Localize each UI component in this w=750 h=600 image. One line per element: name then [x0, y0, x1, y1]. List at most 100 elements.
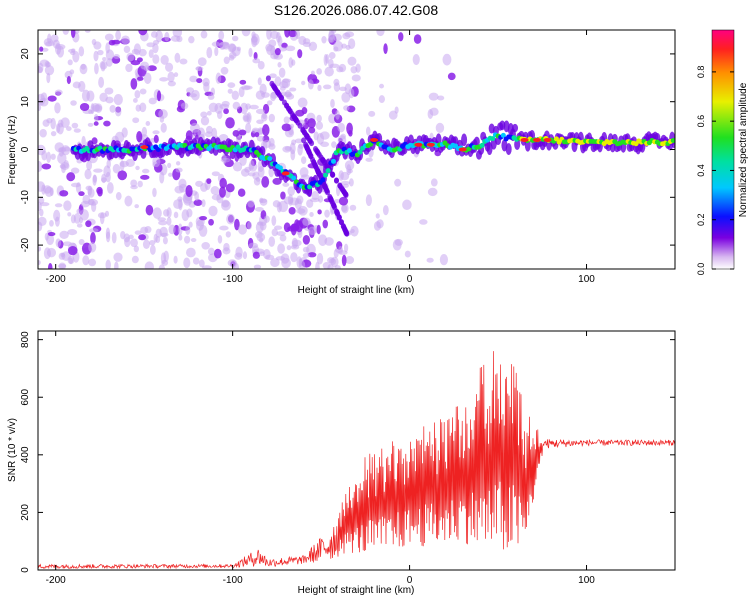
snr-x-ticks: -200 -100 0 100 — [46, 331, 595, 586]
heatmap-noise-blob — [245, 122, 252, 134]
heatmap-noise-blob — [294, 198, 302, 210]
heatmap-peak-cell — [532, 137, 541, 142]
heatmap-noise-blob — [319, 131, 330, 140]
heatmap-noise-blob — [50, 34, 59, 43]
heatmap-noise-blob — [318, 234, 328, 247]
heatmap-noise-blob — [284, 90, 292, 98]
heatmap-streak-blob — [337, 183, 343, 190]
heatmap-noise-blob — [146, 42, 156, 48]
heatmap-noise-blob — [183, 235, 191, 244]
heatmap-noise-blob — [268, 236, 276, 247]
heatmap-noise-blob — [316, 253, 324, 265]
heatmap-noise-blob — [343, 105, 350, 111]
heatmap-noise-blob — [72, 51, 80, 63]
heatmap-y-ticks: -20 -10 0 10 20 — [20, 48, 675, 252]
heatmap-noise-blob — [168, 172, 173, 177]
heatmap-noise-blob — [40, 92, 48, 102]
heatmap-noise-blob — [121, 35, 130, 45]
heatmap-noise-blob — [126, 52, 135, 62]
heatmap-noise-blob — [274, 76, 282, 87]
heatmap-streak-blob — [292, 114, 298, 121]
heatmap-noise-blob — [190, 122, 200, 133]
heatmap-noise-blob — [258, 251, 265, 257]
heatmap-noise-blob — [201, 199, 206, 208]
heatmap-noise-blob — [149, 244, 156, 255]
heatmap-halo-blob — [461, 133, 468, 147]
heatmap-noise-blob — [185, 185, 193, 198]
heatmap-xtick-label: -200 — [46, 274, 66, 285]
heatmap-noise-blob — [206, 46, 213, 59]
heatmap-noise-blob — [143, 65, 150, 72]
heatmap-noise-blob — [307, 118, 316, 129]
heatmap-ytick-label: -20 — [20, 237, 31, 252]
heatmap-noise-blob — [144, 226, 152, 234]
heatmap-noise-blob — [41, 150, 48, 161]
heatmap-noise-blob — [160, 122, 167, 133]
heatmap-xlabel: Height of straight line (km) — [298, 285, 415, 296]
heatmap-noise-blob — [87, 198, 95, 206]
heatmap-noise-blob — [186, 87, 195, 94]
heatmap-noise-blob — [232, 101, 241, 110]
heatmap-noise-blob — [327, 264, 334, 269]
heatmap-noise-blob — [274, 48, 281, 56]
heatmap-noise-blob — [290, 252, 298, 263]
heatmap-noise-blob — [130, 78, 138, 90]
heatmap-noise-blob — [322, 84, 332, 90]
heatmap-noise-blob — [238, 86, 245, 98]
heatmap-noise-blob — [79, 209, 89, 221]
heatmap-noise-blob — [139, 88, 147, 95]
heatmap-noise-blob — [70, 167, 80, 174]
heatmap-noise-blob — [93, 114, 99, 122]
heatmap-noise-blob — [140, 174, 150, 180]
heatmap-noise-blob — [308, 126, 316, 134]
heatmap-noise-blob — [106, 159, 111, 169]
heatmap-noise-blob — [309, 211, 314, 217]
heatmap-noise-blob — [136, 131, 143, 143]
heatmap-noise-blob — [38, 197, 45, 204]
heatmap-noise-blob — [247, 200, 255, 208]
heatmap-noise-blob — [199, 215, 208, 221]
heatmap-noise-blob — [222, 247, 231, 255]
heatmap-ridge-cell — [479, 142, 485, 148]
heatmap-noise-blob — [265, 43, 273, 52]
snr-series-line — [38, 351, 675, 570]
heatmap-noise-blob — [159, 77, 169, 82]
heatmap-noise-blob — [280, 191, 286, 200]
heatmap-noise-blob — [38, 65, 43, 74]
heatmap-noise-blob — [307, 226, 317, 236]
heatmap-noise-blob — [349, 204, 357, 211]
heatmap-noise-blob — [269, 73, 277, 79]
heatmap-noise-blob — [91, 38, 97, 46]
heatmap-ridge-cell — [466, 146, 472, 152]
heatmap-noise-blob — [79, 103, 90, 111]
heatmap-noise-blob — [143, 72, 152, 84]
heatmap-noise-blob — [163, 250, 169, 262]
heatmap-noise-blob — [298, 205, 308, 216]
heatmap-noise-blob — [59, 163, 66, 169]
heatmap-noise-blob — [412, 53, 420, 66]
heatmap-noise-blob — [196, 66, 202, 71]
heatmap-noise-blob — [278, 67, 286, 78]
heatmap-noise-blob — [166, 217, 172, 226]
heatmap-noise-blob — [103, 120, 111, 127]
heatmap-noise-blob — [336, 66, 344, 73]
heatmap-noise-blob — [138, 234, 147, 241]
heatmap-noise-blob — [256, 135, 265, 142]
heatmap-noise-blob — [378, 95, 385, 104]
heatmap-streak-blob — [331, 202, 337, 209]
heatmap-noise-blob — [208, 102, 219, 113]
heatmap-noise-blob — [316, 114, 322, 123]
heatmap-noise-blob — [321, 36, 327, 44]
heatmap-noise-blob — [94, 62, 99, 75]
heatmap-noise-blob — [279, 234, 287, 242]
heatmap-noise-blob — [144, 261, 154, 269]
heatmap-streak-blob — [341, 188, 347, 195]
heatmap-noise-blob — [268, 113, 276, 123]
heatmap-noise-blob — [219, 177, 227, 189]
heatmap-noise-blob — [299, 167, 309, 178]
heatmap-noise-blob — [311, 191, 319, 201]
heatmap-noise-blob — [286, 245, 292, 251]
heatmap-noise-blob — [54, 102, 61, 114]
heatmap-ridge-cell — [670, 138, 675, 144]
